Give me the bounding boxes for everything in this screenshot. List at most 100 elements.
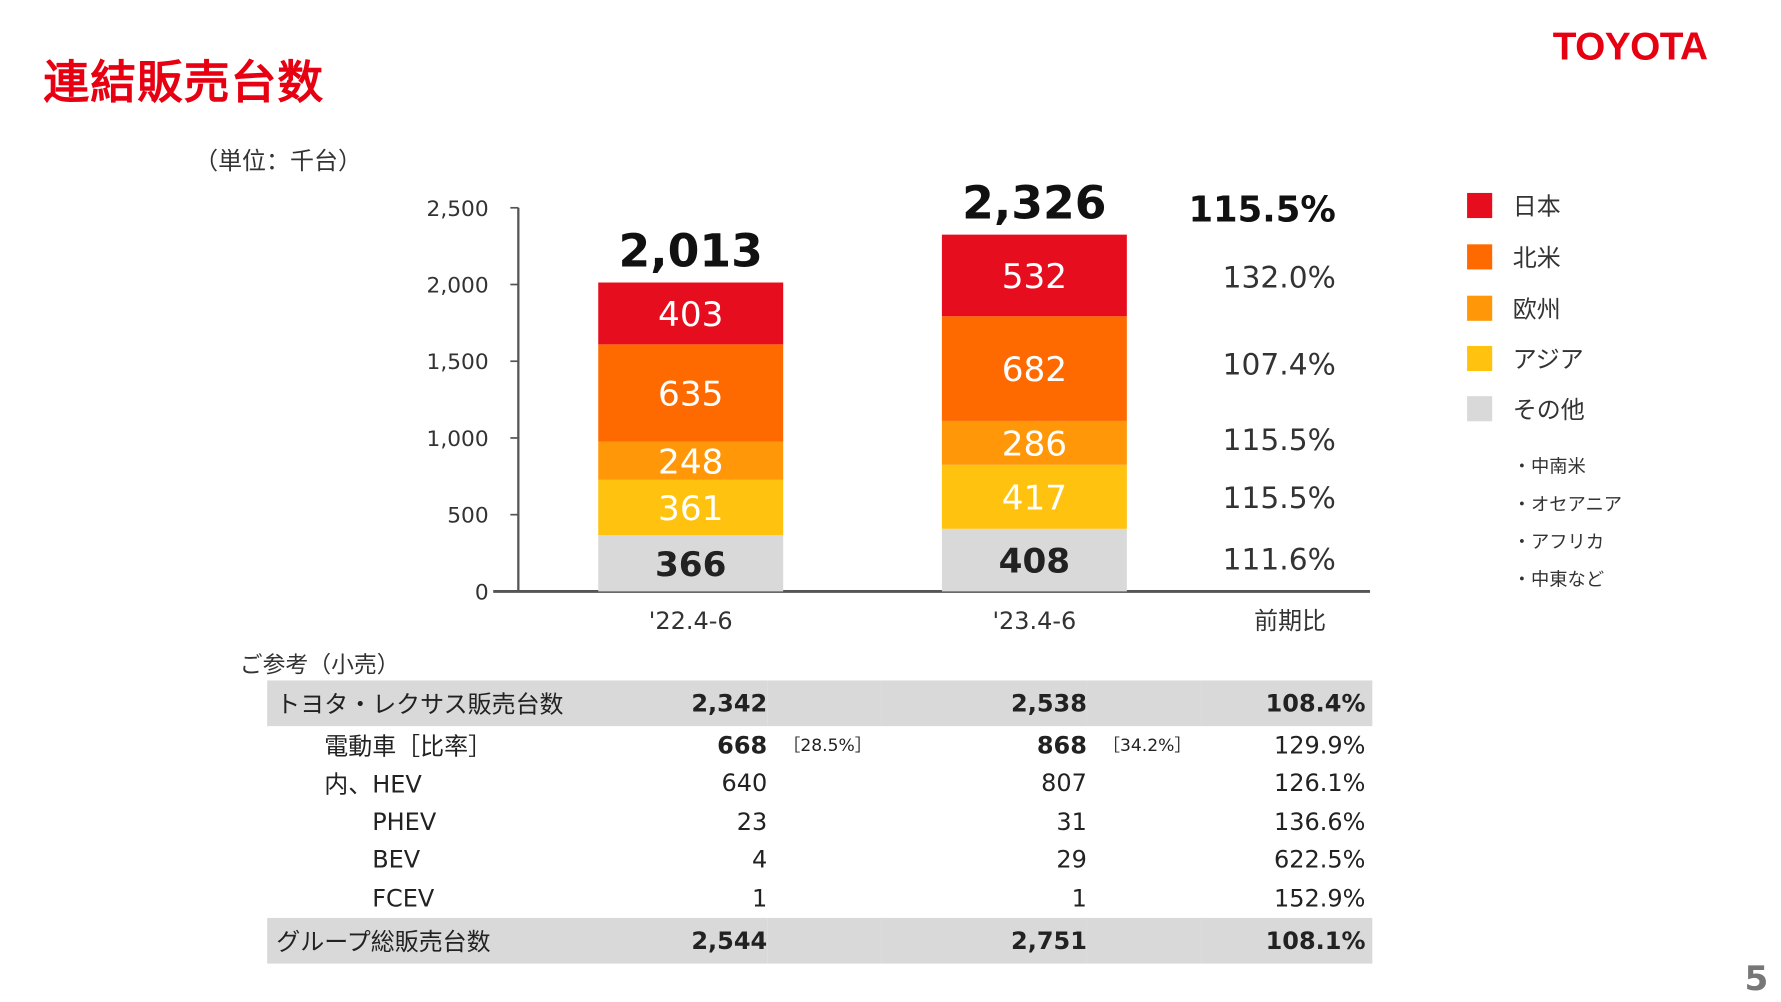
- other-region-note: ・中南米: [1512, 455, 1586, 478]
- ratio-2023: ［34.2%］: [1102, 735, 1192, 757]
- legend-label: 日本: [1512, 192, 1561, 221]
- legend-swatch: [1467, 345, 1493, 372]
- data-label: 417: [1002, 478, 1067, 518]
- row-label: グループ総販売台数: [267, 917, 633, 964]
- row-label: PHEV: [372, 808, 437, 836]
- table-row: 内、HEV 640 807 126.1%: [267, 764, 1372, 802]
- x-tick-label: '23.4-6: [992, 607, 1076, 635]
- yoy-value: 115.5%: [1223, 480, 1336, 515]
- value-2023: 29: [1056, 846, 1087, 874]
- legend-label: 欧州: [1512, 295, 1561, 324]
- legend-item: 欧州: [1467, 291, 1561, 325]
- bar-segment-アジア: [598, 479, 784, 536]
- bar-segment-アジア: [941, 464, 1127, 529]
- ratio-2023: [1086, 917, 1202, 964]
- value-2023: 31: [1056, 808, 1087, 836]
- yoy-value: 108.4%: [1201, 680, 1373, 727]
- value-2022: 2,544: [632, 917, 768, 964]
- row-label: トヨタ・レクサス販売台数: [267, 680, 633, 727]
- ratio-2023: [1087, 803, 1201, 841]
- data-label: 403: [658, 295, 723, 335]
- value-2022: 23: [736, 808, 768, 836]
- legend-swatch: [1467, 396, 1493, 422]
- ratio-2022: [767, 803, 881, 841]
- ratio-2022: [767, 764, 881, 802]
- yoy-value: 132.0%: [1223, 260, 1336, 295]
- value-2022: 2,342: [632, 680, 768, 727]
- yoy-header: 前期比: [1254, 607, 1326, 635]
- legend-swatch: [1467, 244, 1493, 270]
- yoy-value: 111.6%: [1223, 542, 1336, 577]
- ratio-2022: [767, 917, 882, 964]
- y-tick-label: 0: [475, 580, 489, 605]
- ratio-2022: [767, 680, 882, 727]
- reference-table: トヨタ・レクサス販売台数 2,342 2,538 108.4% 電動車［比率］ 668 ［2…: [267, 680, 1373, 964]
- value-2023: 807: [1041, 769, 1087, 798]
- bar-segment-日本: [598, 282, 784, 345]
- y-tick-label: 2,000: [427, 274, 489, 299]
- yoy-value: 126.1%: [1274, 769, 1366, 798]
- data-label: 408: [999, 542, 1071, 582]
- reference-title: ご参考（小売）: [239, 650, 400, 679]
- total-yoy: 115.5%: [1188, 189, 1335, 230]
- legend-swatch: [1467, 192, 1493, 219]
- yoy-value: 107.4%: [1223, 346, 1336, 381]
- other-region-note: ・オセアニア: [1512, 493, 1622, 515]
- x-tick-label: '22.4-6: [649, 607, 733, 635]
- data-label: 635: [658, 375, 723, 415]
- ratio-2023: [1087, 879, 1201, 917]
- other-region-note: ・中東など: [1512, 568, 1605, 591]
- unit-label: （単位：千台）: [194, 147, 362, 175]
- value-2023: 2,538: [881, 680, 1087, 727]
- legend-label: その他: [1512, 396, 1585, 424]
- ratio-2023: [1086, 680, 1202, 727]
- bar-segment-北米: [941, 316, 1127, 421]
- page-title: 連結販売台数: [43, 57, 325, 110]
- y-tick-label: 1,000: [427, 427, 489, 452]
- ratio-2023: [1087, 764, 1201, 802]
- y-tick-label: 1,500: [427, 350, 489, 375]
- value-2022: 1: [751, 884, 768, 912]
- row-label: FCEV: [372, 884, 435, 912]
- row-label: 電動車［比率］: [324, 732, 493, 761]
- bar-segment-北米: [598, 344, 784, 442]
- legend-swatch: [1467, 295, 1493, 321]
- legend-item: アジア: [1467, 341, 1584, 375]
- legend-item: 北米: [1467, 240, 1561, 274]
- yoy-value: 108.1%: [1201, 917, 1373, 964]
- value-2022: 640: [721, 769, 768, 798]
- yoy-value: 129.9%: [1274, 731, 1366, 759]
- data-label: 286: [1002, 424, 1067, 464]
- table-row: PHEV 23 31 136.6%: [267, 803, 1372, 841]
- total-label: 2,013: [619, 225, 763, 278]
- ratio-2022: ［28.5%］: [783, 735, 872, 757]
- data-label: 248: [658, 442, 723, 482]
- table-row: グループ総販売台数 2,544 2,751 108.1%: [267, 917, 1373, 964]
- legend-item: 日本: [1467, 188, 1561, 222]
- other-region-note: ・アフリカ: [1512, 530, 1605, 553]
- bar-segment-欧州: [598, 441, 784, 480]
- yoy-value: 115.5%: [1223, 422, 1336, 457]
- y-tick-label: 500: [447, 504, 488, 529]
- bar-segment-日本: [941, 234, 1127, 317]
- legend-item: その他: [1467, 392, 1585, 426]
- legend-label: アジア: [1512, 345, 1584, 374]
- table-row: トヨタ・レクサス販売台数 2,342 2,538 108.4%: [267, 680, 1373, 727]
- table-row: BEV 4 29 622.5%: [267, 841, 1372, 879]
- row-label: BEV: [372, 846, 421, 874]
- page-number: 5: [1744, 959, 1769, 999]
- yoy-value: 622.5%: [1274, 846, 1366, 874]
- data-label: 682: [1002, 350, 1067, 390]
- bar-segment-その他: [941, 528, 1127, 592]
- yoy-value: 152.9%: [1274, 884, 1366, 912]
- value-2022: 668: [717, 731, 768, 759]
- y-tick-label: 2,500: [427, 197, 489, 222]
- data-label: 361: [658, 489, 723, 529]
- stacked-bar-chart: 0 500 1,000 1,500 2,000 2,500 366 361 248 635 403 2…: [427, 177, 1371, 635]
- table-row: 電動車［比率］ 668 ［28.5%］ 868 ［34.2%］ 129.9%: [267, 726, 1372, 764]
- legend-label: 北米: [1512, 244, 1561, 272]
- data-label: 366: [655, 545, 727, 585]
- ratio-2023: [1087, 841, 1201, 879]
- data-label: 532: [1002, 257, 1067, 297]
